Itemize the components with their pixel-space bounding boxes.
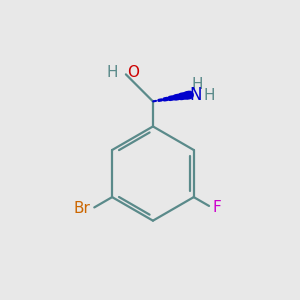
Text: O: O: [128, 65, 140, 80]
Text: H: H: [106, 65, 118, 80]
Text: H: H: [203, 88, 214, 104]
Text: Br: Br: [74, 201, 91, 216]
Text: F: F: [213, 200, 221, 215]
Text: H: H: [191, 77, 203, 92]
Text: N: N: [189, 85, 202, 103]
